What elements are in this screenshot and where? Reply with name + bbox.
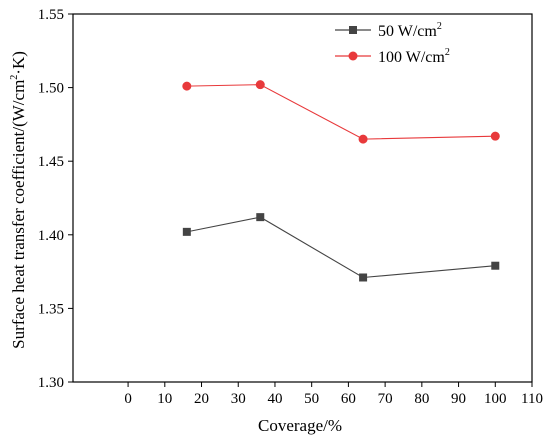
- data-point-marker: [359, 273, 368, 282]
- y-tick-label: 1.40: [38, 228, 64, 244]
- x-tick-label: 20: [194, 391, 209, 407]
- x-tick-label: 100: [484, 391, 507, 407]
- x-tick-label: 50: [304, 391, 319, 407]
- x-axis-label: Coverage/%: [258, 416, 342, 435]
- series-line-0: [186, 216, 496, 279]
- legend-label-100: 100 W/cm2: [378, 47, 450, 66]
- legend-marker-50: [349, 26, 357, 34]
- x-tick-label: 110: [521, 391, 543, 407]
- x-tick-label: 90: [451, 391, 466, 407]
- legend-item-100: 100 W/cm2: [335, 47, 450, 66]
- y-axis-label: Surface heat transfer coefficient/(W/cm2…: [9, 51, 28, 349]
- data-point-marker: [182, 227, 191, 236]
- data-point-marker: [182, 81, 192, 91]
- legend-item-50: 50 W/cm2: [335, 21, 442, 40]
- data-point-marker: [490, 131, 500, 141]
- data-point-marker: [491, 261, 500, 270]
- legend: 50 W/cm2 100 W/cm2: [335, 21, 450, 66]
- x-tick-label: 70: [378, 391, 393, 407]
- x-tick-label: 0: [124, 391, 132, 407]
- y-tick-label: 1.45: [38, 154, 64, 170]
- y-tick-label: 1.30: [38, 375, 64, 391]
- data-point-marker: [255, 80, 265, 90]
- x-tick-label: 40: [267, 391, 282, 407]
- y-tick-label: 1.50: [38, 81, 64, 97]
- y-tick-label: 1.35: [38, 301, 64, 317]
- data-point-marker: [358, 134, 368, 144]
- y-axis-label-end: ·K): [9, 51, 28, 75]
- legend-label-50-main: 50 W/cm: [378, 23, 437, 40]
- series-layer: [182, 80, 500, 282]
- y-axis-label-main: Surface heat transfer coefficient/(W/cm: [9, 80, 28, 349]
- data-point-marker: [256, 213, 265, 222]
- axes: [72, 13, 533, 383]
- y-axis-label-superscript: 2: [9, 75, 20, 80]
- legend-label-50: 50 W/cm2: [378, 21, 442, 40]
- series-line-1: [186, 84, 496, 140]
- legend-label-50-superscript: 2: [437, 21, 442, 32]
- x-tick-label: 80: [414, 391, 429, 407]
- y-tick-label: 1.55: [38, 7, 64, 23]
- x-tick-label: 60: [341, 391, 356, 407]
- x-ticks: 0 10 20 30 40 50 60 70 80 90 100 110: [124, 382, 543, 407]
- legend-marker-100: [348, 51, 358, 61]
- legend-label-100-main: 100 W/cm: [378, 49, 445, 66]
- x-tick-label: 10: [157, 391, 172, 407]
- y-ticks: 1.30 1.35 1.40 1.45 1.50 1.55: [38, 7, 73, 391]
- plot-frame: [72, 13, 533, 383]
- x-tick-label: 30: [231, 391, 246, 407]
- legend-label-100-superscript: 2: [445, 47, 450, 58]
